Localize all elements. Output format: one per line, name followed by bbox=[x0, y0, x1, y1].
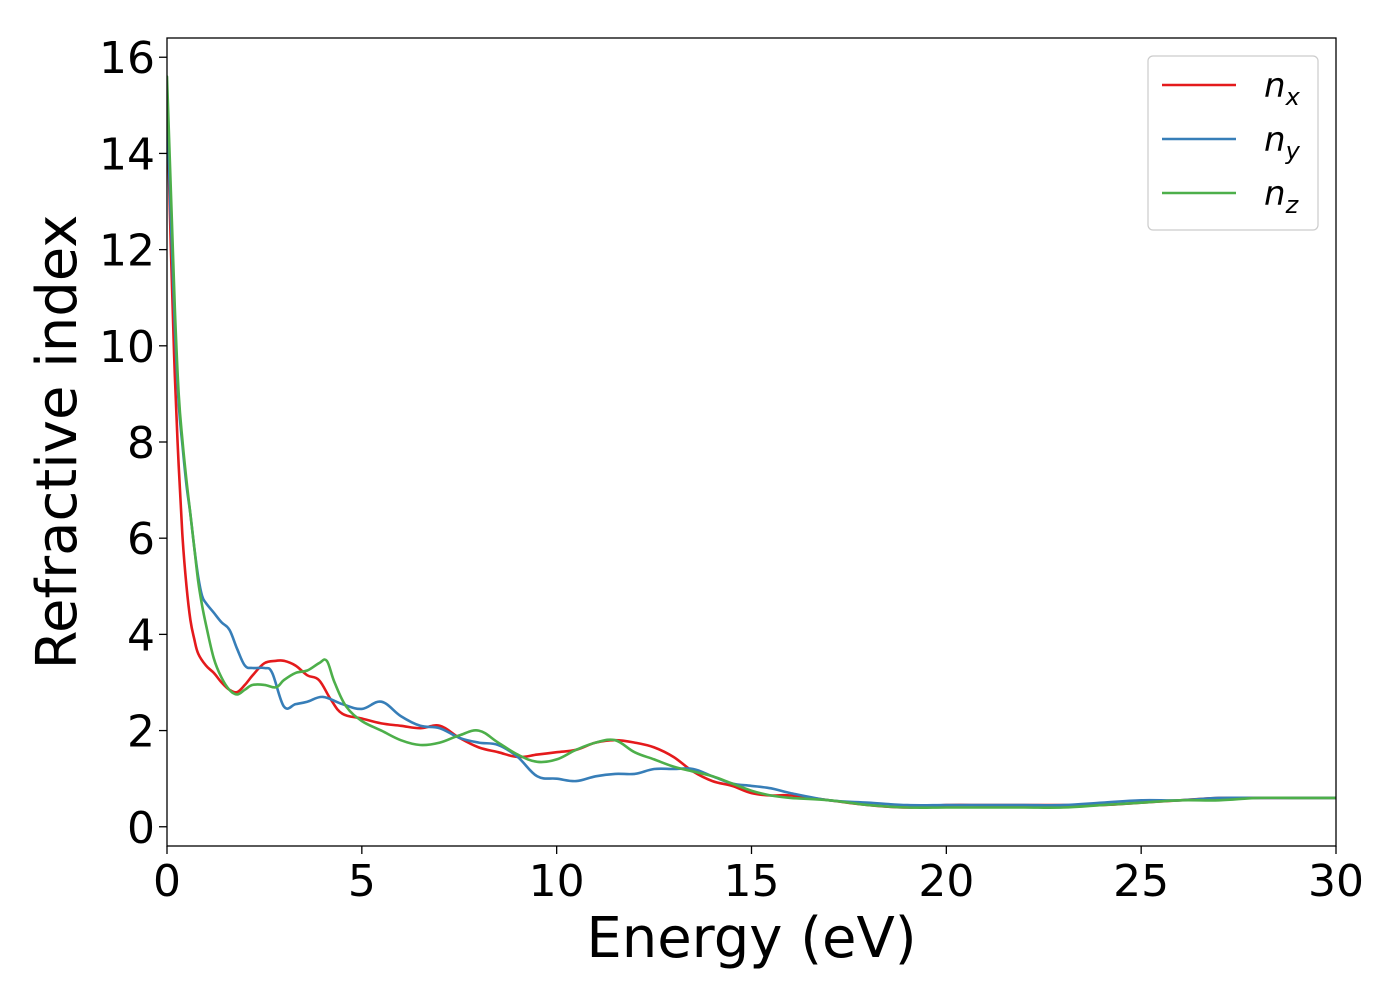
legend-label: nz bbox=[1264, 174, 1300, 219]
y-tick-label: 8 bbox=[127, 418, 155, 469]
legend: nx ny nz bbox=[1147, 55, 1319, 231]
y-tick-label: 2 bbox=[127, 707, 155, 758]
y-tick-label: 4 bbox=[127, 610, 155, 661]
legend-label: ny bbox=[1264, 120, 1301, 165]
legend-box bbox=[1147, 55, 1319, 231]
x-tick-label: 30 bbox=[1308, 856, 1364, 907]
x-axis-title: Energy (eV) bbox=[586, 906, 916, 971]
series-line-nz bbox=[167, 75, 1336, 810]
series-layer bbox=[167, 75, 1336, 810]
y-tick-label: 6 bbox=[127, 514, 155, 565]
x-tick-label: 0 bbox=[153, 856, 181, 907]
x-tick-label: 20 bbox=[918, 856, 974, 907]
y-tick-label: 14 bbox=[99, 129, 155, 180]
y-axis-title: Refractive index bbox=[25, 215, 90, 670]
legend-item-ny: ny bbox=[1162, 120, 1301, 165]
legend-label: nx bbox=[1264, 66, 1301, 111]
y-tick-label: 16 bbox=[99, 33, 155, 84]
y-tick-label: 10 bbox=[99, 322, 155, 373]
x-tick-label: 10 bbox=[529, 856, 585, 907]
legend-item-nz: nz bbox=[1162, 174, 1300, 219]
x-tick-label: 15 bbox=[724, 856, 780, 907]
legend-item-nx: nx bbox=[1162, 66, 1301, 111]
y-tick-label: 0 bbox=[127, 803, 155, 854]
axis-ticks: 0 5 10 15 20 25 30 0 2 4 6 8 10 12 14 16 bbox=[99, 33, 1364, 907]
x-tick-label: 25 bbox=[1113, 856, 1169, 907]
series-line-ny bbox=[167, 104, 1336, 807]
y-tick-label: 12 bbox=[99, 226, 155, 277]
x-tick-label: 5 bbox=[348, 856, 376, 907]
